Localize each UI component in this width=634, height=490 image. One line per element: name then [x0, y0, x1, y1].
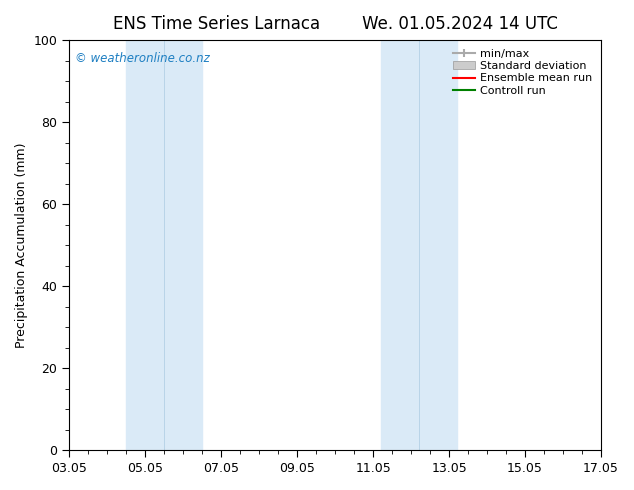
Bar: [418, 40, 456, 450]
Y-axis label: Precipitation Accumulation (mm): Precipitation Accumulation (mm): [15, 143, 28, 348]
Bar: [381, 40, 418, 450]
Title: ENS Time Series Larnaca        We. 01.05.2024 14 UTC: ENS Time Series Larnaca We. 01.05.2024 1…: [113, 15, 557, 33]
Text: © weatheronline.co.nz: © weatheronline.co.nz: [75, 52, 209, 65]
Bar: [164, 40, 202, 450]
Legend: min/max, Standard deviation, Ensemble mean run, Controll run: min/max, Standard deviation, Ensemble me…: [450, 46, 595, 99]
Bar: [126, 40, 164, 450]
